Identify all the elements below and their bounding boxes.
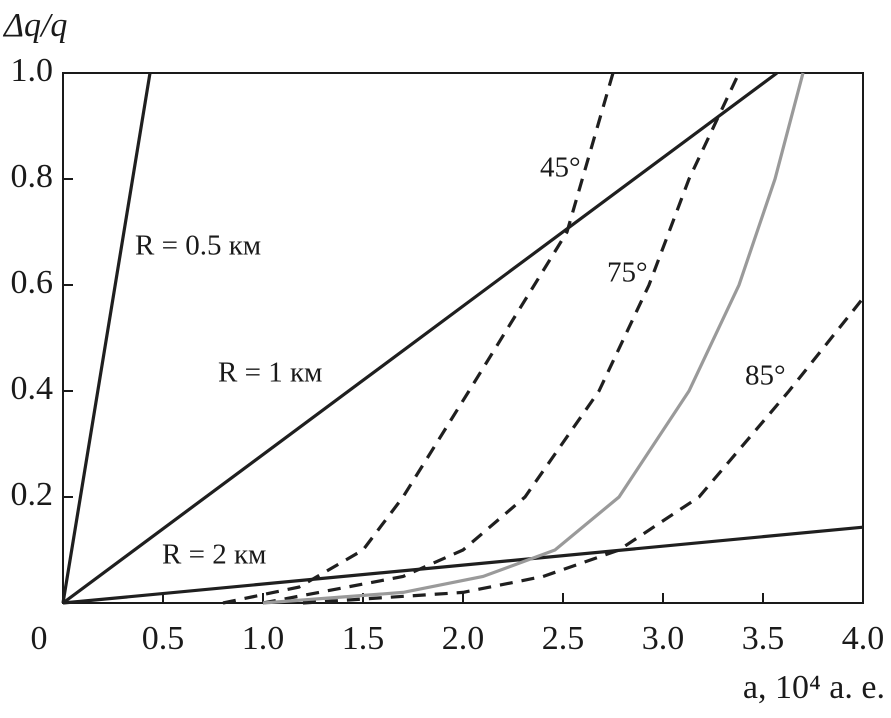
series-label: R = 0.5 км	[135, 230, 261, 262]
x-tick-label: 1.5	[342, 620, 385, 657]
y-axis-label: Δq/q	[2, 7, 67, 44]
series-label: R = 2 км	[162, 539, 266, 571]
x-axis-label: a, 10⁴ a. e.	[743, 669, 885, 706]
series-line	[62, 71, 778, 605]
series-label: R = 1 км	[218, 357, 322, 389]
x-tick-label: 0.5	[142, 620, 185, 657]
series-label: 45°	[540, 152, 581, 184]
x-tick-label: 1.0	[242, 620, 285, 657]
x-tick-label: 2.0	[442, 620, 485, 657]
y-tick-label: 0.2	[11, 476, 54, 513]
y-tick-label: 1.0	[11, 52, 54, 89]
series-label: 75°	[607, 257, 648, 289]
series-line	[61, 72, 152, 604]
x-tick-label: 3.5	[742, 620, 785, 657]
y-tick-label: 0.8	[11, 158, 54, 195]
y-tick-label: 0.4	[11, 370, 54, 407]
series-line	[62, 525, 864, 605]
y-tick-label: 0.6	[11, 264, 54, 301]
series-line	[262, 72, 741, 605]
series-line	[302, 297, 865, 605]
x-tick-label: 3.0	[642, 620, 685, 657]
series-line	[262, 72, 805, 605]
series-label: 85°	[745, 360, 786, 392]
series-line	[222, 72, 615, 605]
plot-frame	[62, 72, 864, 604]
x-tick-label: 2.5	[542, 620, 585, 657]
x-tick-label: 4.0	[842, 620, 885, 657]
x-tick-label: 0	[31, 620, 48, 657]
